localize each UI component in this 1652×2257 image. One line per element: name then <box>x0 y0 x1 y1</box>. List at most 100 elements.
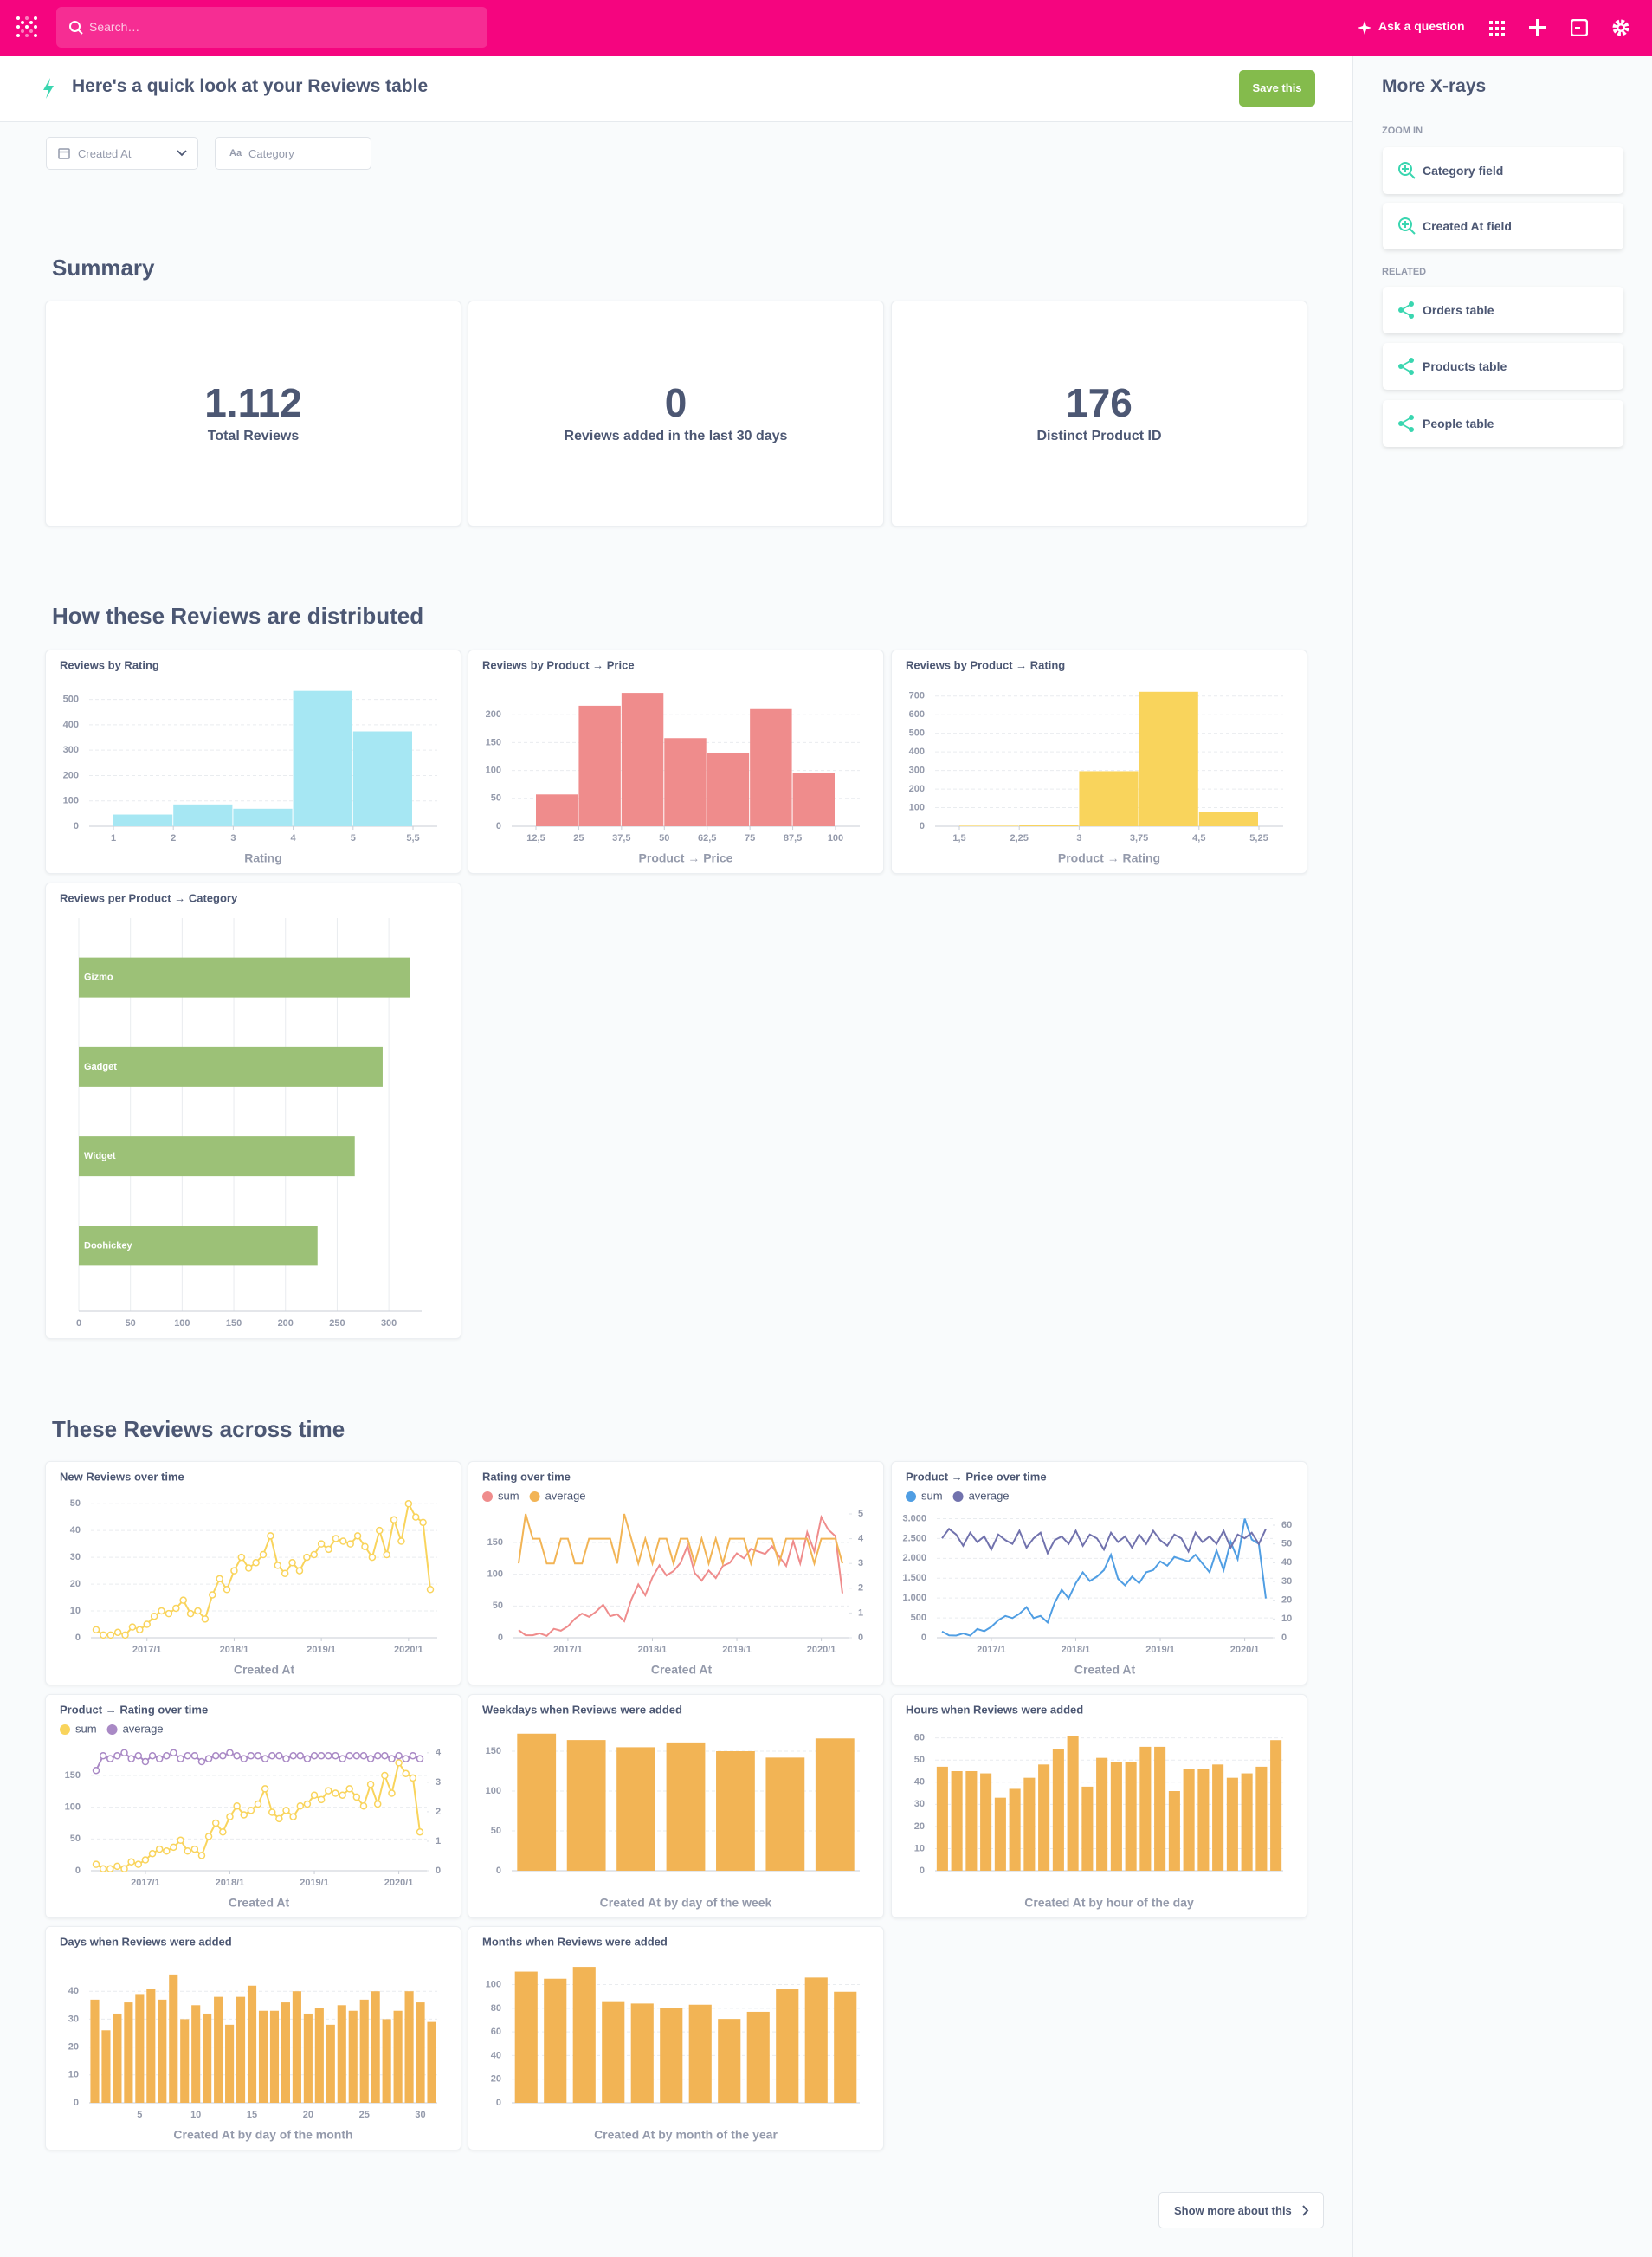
icon-shape <box>1398 364 1404 369</box>
x-tick-label: 5,25 <box>1249 833 1268 844</box>
histogram-bar <box>959 825 1019 826</box>
chart: New Reviews over time 0 10 20 30 40 50 Created … <box>60 1470 437 1677</box>
y-tick-label: 20 <box>70 1579 81 1589</box>
y-tick-label: 500 <box>63 695 79 705</box>
point <box>226 1749 234 1757</box>
point <box>409 1774 417 1782</box>
y-tick-label: 0 <box>74 821 79 831</box>
summary-card: 176 Distinct Product ID <box>891 301 1307 527</box>
x-tick-label: 2020/1 <box>807 1645 836 1655</box>
bar <box>225 2024 235 2103</box>
x-tick-label: 25 <box>359 2110 370 2120</box>
section-title: These Reviews across time <box>52 1416 345 1442</box>
related-link[interactable]: People table <box>1383 400 1623 447</box>
settings-icon[interactable] <box>1612 19 1629 36</box>
point <box>339 1755 346 1762</box>
point <box>219 1828 227 1836</box>
y-tick-label: 50 <box>914 1755 925 1765</box>
filter-icon: Aa <box>229 148 242 158</box>
y-tick-label: 150 <box>487 1537 503 1548</box>
y2-tick-label: 4 <box>436 1748 442 1758</box>
point <box>134 1751 143 1760</box>
legend-label: sum <box>75 1722 97 1735</box>
legend-swatch <box>60 1724 70 1735</box>
link-icon <box>1398 358 1414 375</box>
x-tick-label: 12,5 <box>526 833 545 844</box>
x-tick-label: 200 <box>278 1318 294 1329</box>
filter-created-at[interactable]: Created At <box>46 137 198 170</box>
series-line <box>941 1527 1267 1555</box>
apps-icon[interactable] <box>1489 21 1505 36</box>
point <box>190 1751 199 1760</box>
zoom-link[interactable]: Category field <box>1383 147 1623 194</box>
point <box>201 1615 210 1623</box>
link-label: Category field <box>1423 164 1504 178</box>
bar <box>1270 1740 1282 1871</box>
histogram-bar <box>113 814 173 826</box>
x-tick-label: 2019/1 <box>1145 1645 1175 1655</box>
point <box>288 1559 296 1567</box>
x-axis-label: Rating <box>244 851 282 865</box>
x-axis-label: Product → Rating <box>1058 851 1160 865</box>
y-tick-label: 40 <box>68 1986 79 1996</box>
browse-icon[interactable] <box>1571 19 1588 36</box>
related-link[interactable]: Orders table <box>1383 287 1623 333</box>
search-box[interactable]: Search… <box>56 7 487 48</box>
x-tick-label: 2,25 <box>1010 833 1028 844</box>
y-tick-label: 20 <box>68 2042 79 2053</box>
x-tick-label: 50 <box>126 1318 136 1329</box>
bar <box>980 1773 992 1871</box>
new-icon[interactable] <box>1529 19 1546 36</box>
point <box>402 1755 410 1762</box>
y-tick-label: 200 <box>63 770 79 780</box>
show-more-button[interactable]: Show more about this <box>1158 2192 1324 2228</box>
bar <box>630 2003 654 2103</box>
x-axis-label: Created At by day of the week <box>600 1896 772 1910</box>
y2-tick-label: 0 <box>436 1866 441 1876</box>
x-tick-label: 2017/1 <box>977 1645 1006 1655</box>
ask-question[interactable]: Ask a question <box>1378 19 1465 33</box>
point <box>172 1604 180 1613</box>
point <box>128 1623 137 1631</box>
histogram-bar <box>233 808 293 826</box>
bar <box>303 2013 313 2103</box>
point <box>359 1801 368 1810</box>
bar-label: Widget <box>84 1151 116 1161</box>
point <box>141 1757 150 1766</box>
chart-card: Weekdays when Reviews were added 0 50 100 15… <box>468 1694 884 1918</box>
bar <box>258 2010 268 2103</box>
logo[interactable] <box>16 16 37 37</box>
summary-card: 0 Reviews added in the last 30 days <box>468 301 884 527</box>
point <box>268 1808 276 1816</box>
summary-value: 0 <box>664 380 687 425</box>
bolt-icon <box>43 78 54 99</box>
histogram-bar <box>664 738 707 826</box>
x-tick-label: 4 <box>291 833 297 844</box>
icon-shape <box>1398 217 1412 231</box>
point <box>237 1553 246 1562</box>
y-tick-label: 50 <box>70 1498 81 1509</box>
bar <box>1226 1777 1238 1871</box>
save-button[interactable]: Save this <box>1239 70 1315 107</box>
y2-tick-label: 2 <box>436 1807 441 1817</box>
bar <box>514 1971 538 2103</box>
bar <box>834 1991 857 2103</box>
y-tick-label: 150 <box>486 1746 501 1756</box>
x-tick-label: 3 <box>1076 833 1081 844</box>
bar <box>1038 1764 1050 1871</box>
bar <box>79 1226 318 1266</box>
x-tick-label: 5 <box>137 2110 142 2120</box>
x-tick-label: 150 <box>226 1318 242 1329</box>
zoom-link[interactable]: Created At field <box>1383 203 1623 249</box>
y-tick-label: 20 <box>914 1821 925 1832</box>
chart-card: Reviews by Rating 0 100 200 300 400 500 Rating 1… <box>45 650 461 874</box>
related-link[interactable]: Products table <box>1383 343 1623 390</box>
bar <box>236 1996 246 2103</box>
search-placeholder: Search… <box>89 20 140 34</box>
point <box>353 1532 362 1540</box>
bar <box>1255 1766 1268 1871</box>
filter-category[interactable]: Aa Category <box>215 137 371 170</box>
series-line <box>518 1513 843 1567</box>
point <box>233 1751 241 1760</box>
bar <box>90 1999 100 2103</box>
